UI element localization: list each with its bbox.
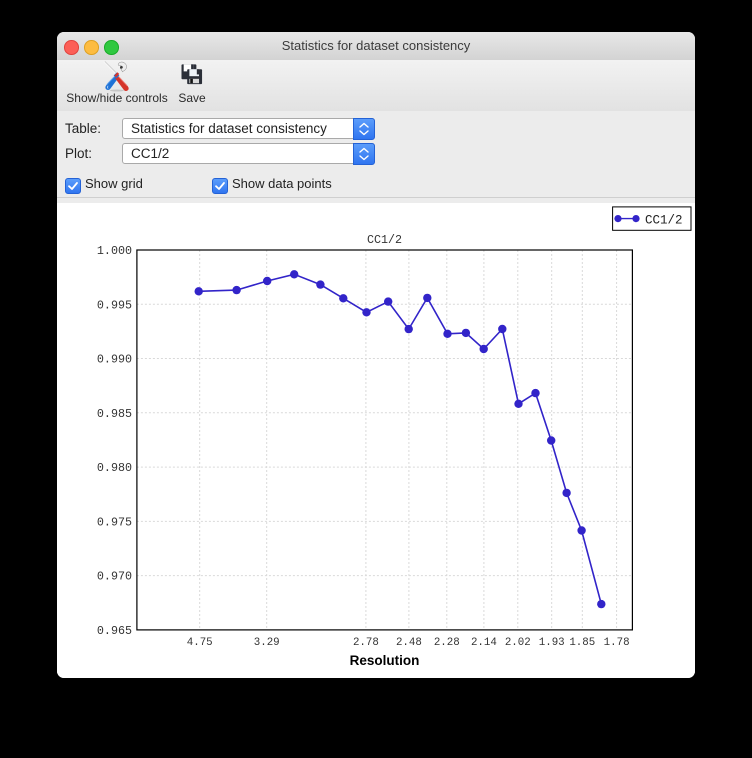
svg-text:0.990: 0.990 <box>97 353 132 367</box>
svg-text:CC1/2: CC1/2 <box>645 214 683 228</box>
svg-text:2.14: 2.14 <box>471 637 497 649</box>
svg-text:0.970: 0.970 <box>97 570 132 584</box>
svg-text:0.980: 0.980 <box>97 461 132 475</box>
svg-text:0.975: 0.975 <box>97 515 132 529</box>
svg-text:1.85: 1.85 <box>569 637 595 649</box>
svg-text:Resolution: Resolution <box>350 653 420 668</box>
svg-text:3.29: 3.29 <box>254 637 280 649</box>
svg-text:CC1/2: CC1/2 <box>367 233 402 247</box>
svg-text:1.78: 1.78 <box>604 637 630 649</box>
svg-text:0.965: 0.965 <box>97 624 132 638</box>
svg-text:0.995: 0.995 <box>97 298 132 312</box>
svg-text:4.75: 4.75 <box>187 637 213 649</box>
svg-text:2.02: 2.02 <box>505 637 531 649</box>
svg-text:2.48: 2.48 <box>396 637 422 649</box>
svg-text:1.000: 1.000 <box>97 244 132 258</box>
svg-text:2.28: 2.28 <box>434 637 460 649</box>
svg-text:1.93: 1.93 <box>539 637 565 649</box>
svg-text:0.985: 0.985 <box>97 407 132 421</box>
svg-text:2.78: 2.78 <box>353 637 379 649</box>
